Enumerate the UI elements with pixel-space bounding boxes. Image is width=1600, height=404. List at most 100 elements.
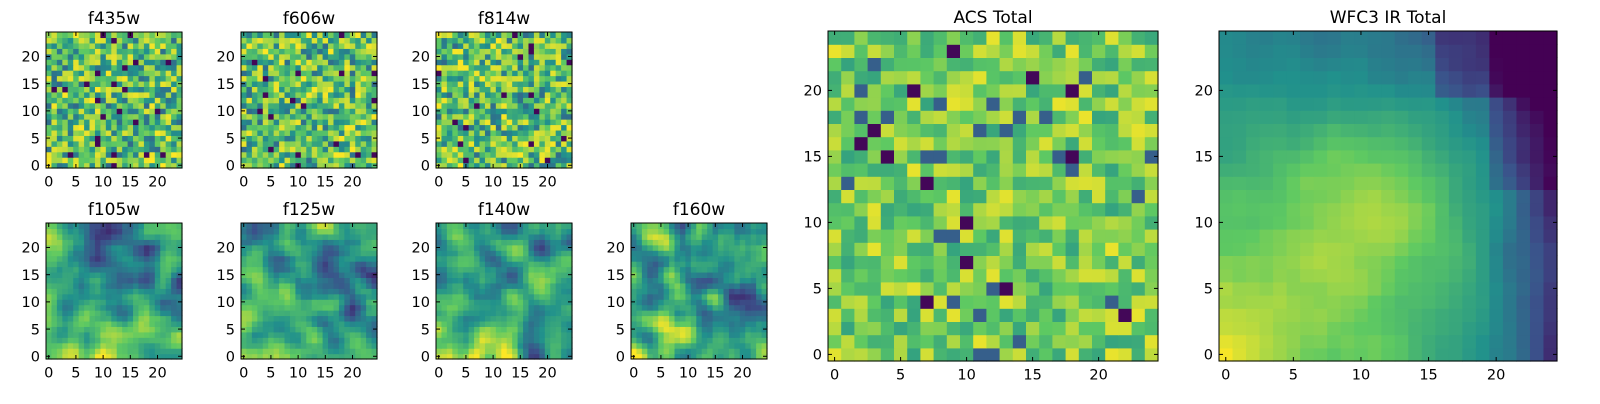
heatmap-cell [539, 348, 545, 354]
heatmap-cell [868, 348, 882, 362]
heatmap-cell [947, 242, 961, 256]
heatmap-cell [252, 119, 258, 125]
y-tick-label: 20 [217, 50, 235, 66]
heatmap-cell [366, 277, 372, 283]
heatmap-cell [1066, 269, 1080, 283]
heatmap-cell [73, 348, 79, 354]
heatmap-cell [166, 288, 172, 294]
heatmap-cell [501, 130, 507, 136]
heatmap-cell [1092, 242, 1106, 256]
heatmap-cell [122, 239, 128, 245]
heatmap-cell [138, 119, 144, 125]
heatmap-cell [339, 267, 345, 273]
heatmap-cell [934, 308, 948, 322]
heatmap-cell [252, 97, 258, 103]
heatmap-cell [474, 119, 480, 125]
heatmap-cell [631, 337, 637, 343]
heatmap-cell [306, 81, 312, 87]
heatmap-cell [550, 267, 556, 273]
heatmap-cell [246, 76, 252, 82]
heatmap-cell [751, 283, 757, 289]
x-tick-label: 15 [706, 366, 724, 382]
heatmap-cell [306, 294, 312, 300]
heatmap-cell [73, 343, 79, 349]
heatmap-cell [84, 141, 90, 147]
heatmap-cell [317, 92, 323, 98]
heatmap-cell [463, 59, 469, 65]
heatmap-cell [685, 228, 691, 234]
heatmap-cell [894, 282, 908, 296]
heatmap-cell [68, 81, 74, 87]
heatmap-cell [1145, 203, 1159, 217]
heatmap-cell [46, 321, 52, 327]
heatmap-cell [252, 277, 258, 283]
heatmap-cell [252, 348, 258, 354]
heatmap-cell [133, 250, 139, 256]
heatmap-cell [95, 315, 101, 321]
heatmap-cell [447, 256, 453, 262]
heatmap-cell [122, 277, 128, 283]
heatmap-cell [133, 261, 139, 267]
heatmap-cell [263, 108, 269, 114]
heatmap-cell [317, 48, 323, 54]
heatmap-cell [301, 146, 307, 152]
heatmap-cell [339, 294, 345, 300]
heatmap-cell [122, 43, 128, 49]
heatmap-cell [122, 332, 128, 338]
heatmap-cell [62, 157, 68, 163]
heatmap-cell [447, 65, 453, 71]
heatmap-cell [745, 332, 751, 338]
heatmap-cell [323, 119, 329, 125]
heatmap-cell [62, 315, 68, 321]
heatmap-cell [90, 76, 96, 82]
heatmap-cell [474, 267, 480, 273]
heatmap-cell [290, 234, 296, 240]
heatmap-cell [718, 337, 724, 343]
heatmap-cell [171, 32, 177, 38]
heatmap-cell [333, 288, 339, 294]
heatmap-cell [279, 146, 285, 152]
heatmap-cell [252, 48, 258, 54]
heatmap-cell [534, 315, 540, 321]
heatmap-cell [480, 267, 486, 273]
heatmap-cell [469, 103, 475, 109]
heatmap-cell [734, 315, 740, 321]
heatmap-cell [702, 272, 708, 278]
heatmap-cell [166, 234, 172, 240]
heatmap-cell [111, 321, 117, 327]
heatmap-cell [166, 277, 172, 283]
heatmap-cell [84, 97, 90, 103]
heatmap-cell [469, 294, 475, 300]
heatmap-cell [669, 283, 675, 289]
heatmap-cell [702, 267, 708, 273]
heatmap-cell [160, 146, 166, 152]
heatmap-cell [306, 152, 312, 158]
heatmap-cell [285, 267, 291, 273]
heatmap-cell [702, 245, 708, 251]
heatmap-cell [854, 295, 868, 309]
heatmap-cell [57, 245, 63, 251]
heatmap-cell [95, 228, 101, 234]
heatmap-cell [1105, 216, 1119, 230]
heatmap-cell [144, 130, 150, 136]
heatmap-cell [561, 43, 567, 49]
heatmap-cell [328, 54, 334, 60]
heatmap-cell [312, 234, 318, 240]
heatmap-cell [669, 288, 675, 294]
x-tick-label: 0 [239, 175, 248, 191]
heatmap-cell [675, 326, 681, 332]
heatmap-cell [920, 255, 934, 269]
heatmap-cell [133, 43, 139, 49]
heatmap-cell [68, 294, 74, 300]
heatmap-cell [539, 250, 545, 256]
heatmap-cell [366, 326, 372, 332]
heatmap-cell [263, 288, 269, 294]
heatmap-cell [361, 92, 367, 98]
heatmap-cell [133, 37, 139, 43]
heatmap-cell [79, 315, 85, 321]
heatmap-cell [301, 48, 307, 54]
heatmap-cell [246, 310, 252, 316]
heatmap-cell [166, 337, 172, 343]
x-tick-label: 15 [511, 175, 529, 191]
